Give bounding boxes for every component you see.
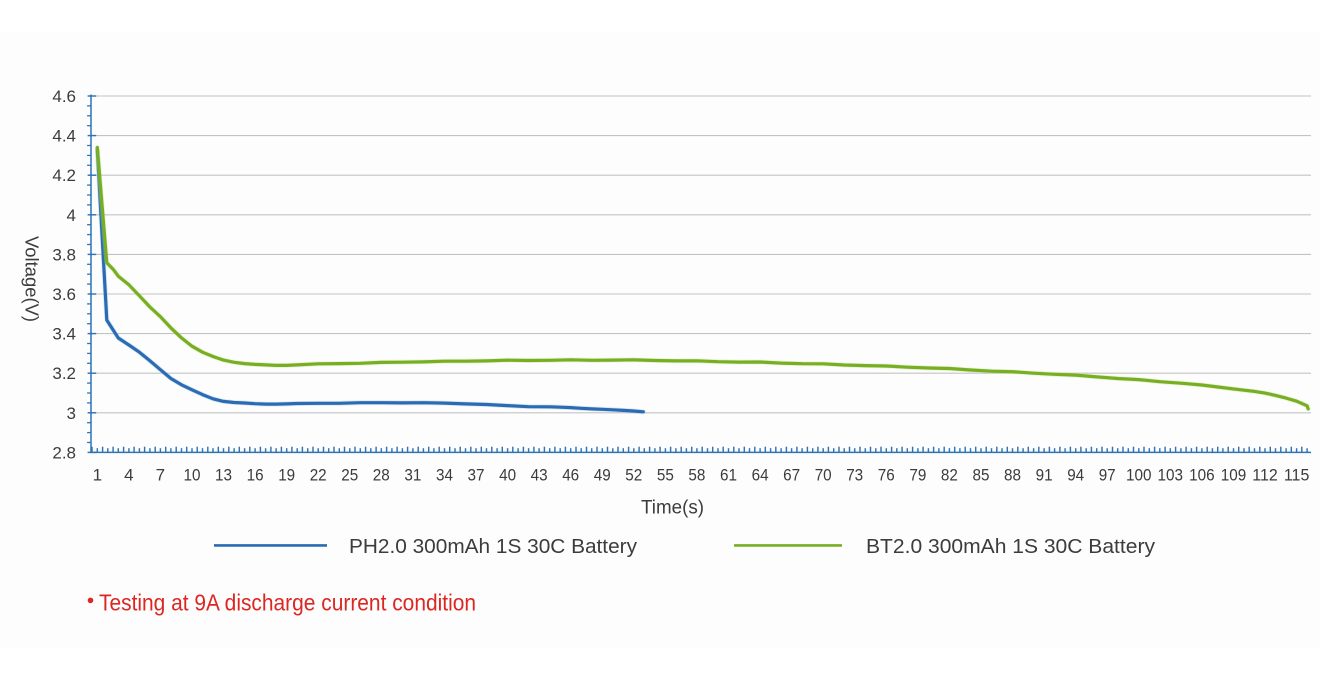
svg-text:19: 19 [278,465,295,484]
svg-text:34: 34 [436,465,453,484]
svg-text:40: 40 [499,465,516,484]
svg-text:7: 7 [156,465,165,484]
svg-text:4: 4 [67,206,76,225]
svg-text:85: 85 [973,465,990,484]
svg-text:PH2.0 300mAh 1S 30C Battery: PH2.0 300mAh 1S 30C Battery [349,536,637,558]
svg-text:3.2: 3.2 [52,364,76,383]
svg-text:73: 73 [846,465,863,484]
svg-text:82: 82 [941,465,958,484]
svg-text:10: 10 [184,465,201,484]
svg-text:79: 79 [909,465,926,484]
svg-text:100: 100 [1126,465,1152,484]
svg-text:106: 106 [1189,465,1215,484]
svg-text:25: 25 [341,465,358,484]
svg-text:70: 70 [815,465,832,484]
svg-text:67: 67 [783,465,800,484]
svg-text:1: 1 [93,465,102,484]
svg-text:3: 3 [67,404,76,423]
svg-text:3.8: 3.8 [52,245,76,264]
svg-text:4.6: 4.6 [52,87,76,106]
svg-text:64: 64 [752,465,769,484]
svg-text:46: 46 [562,465,579,484]
svg-text:52: 52 [625,465,642,484]
svg-text:28: 28 [373,465,390,484]
svg-text:31: 31 [404,465,421,484]
svg-text:55: 55 [657,465,674,484]
svg-text:Testing at 9A discharge curren: Testing at 9A discharge current conditio… [99,589,476,615]
svg-text:16: 16 [247,465,264,484]
svg-text:3.6: 3.6 [52,285,76,304]
svg-text:103: 103 [1158,465,1184,484]
svg-text:88: 88 [1004,465,1021,484]
svg-text:3.4: 3.4 [52,325,76,344]
svg-text:94: 94 [1067,465,1084,484]
svg-text:112: 112 [1252,465,1278,484]
svg-text:2.8: 2.8 [52,443,76,462]
svg-text:Voltage(V): Voltage(V) [22,236,42,322]
svg-text:4: 4 [124,465,133,484]
svg-text:115: 115 [1284,465,1310,484]
svg-text:109: 109 [1221,465,1247,484]
svg-text:49: 49 [594,465,611,484]
svg-text:97: 97 [1099,465,1116,484]
svg-text:13: 13 [215,465,232,484]
svg-text:BT2.0 300mAh 1S 30C Battery: BT2.0 300mAh 1S 30C Battery [866,536,1155,558]
svg-text:61: 61 [720,465,737,484]
svg-text:4.4: 4.4 [52,127,76,146]
svg-text:37: 37 [468,465,485,484]
svg-text:22: 22 [310,465,327,484]
svg-text:76: 76 [878,465,895,484]
svg-text:Time(s): Time(s) [641,497,704,518]
svg-text:58: 58 [688,465,705,484]
svg-text:91: 91 [1036,465,1053,484]
svg-text:43: 43 [531,465,548,484]
svg-text:4.2: 4.2 [52,166,76,185]
